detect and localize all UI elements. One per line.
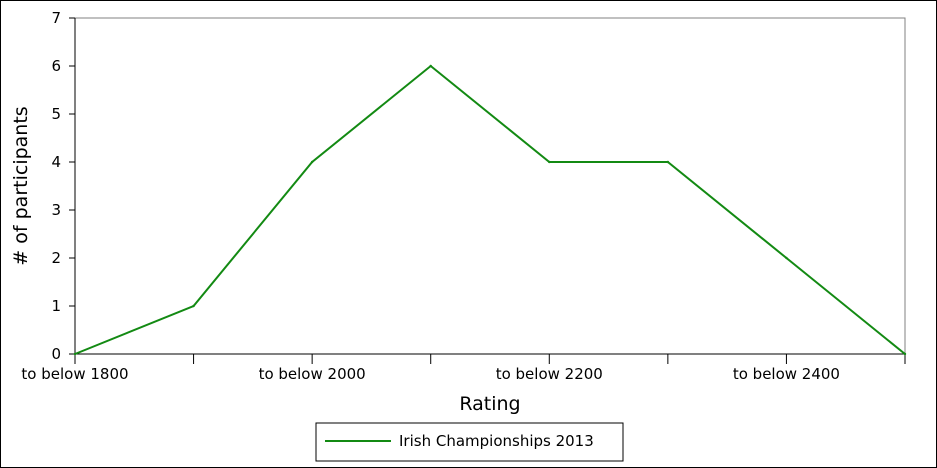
data-point — [666, 160, 670, 164]
y-tick-label: 4 — [51, 153, 61, 171]
y-tick-label: 3 — [51, 201, 61, 219]
y-tick-label: 6 — [51, 57, 61, 75]
series-line — [74, 64, 906, 355]
y-tick-label: 2 — [51, 249, 61, 267]
plot-frame — [74, 17, 906, 355]
legend: Irish Championships 2013 — [315, 422, 624, 462]
data-point — [429, 64, 432, 68]
y-tick-label: 7 — [51, 9, 61, 27]
x-tick-label: to below 2000 — [259, 365, 366, 383]
data-point — [73, 352, 77, 356]
data-point — [310, 160, 314, 164]
y-axis-ticks: 0 1 2 3 4 5 6 7 — [51, 9, 75, 363]
y-tick-label: 1 — [51, 297, 61, 315]
data-point — [192, 304, 195, 308]
legend-box — [315, 422, 624, 462]
x-axis-ticks: to below 1800 to below 2000 to below 2200 t… — [21, 354, 906, 383]
legend-label: Irish Championships 2013 — [399, 432, 594, 450]
data-point — [548, 160, 551, 164]
series-layer — [73, 64, 907, 356]
y-axis-title: # of participants — [10, 106, 32, 265]
y-tick-label: 0 — [51, 345, 61, 363]
data-point — [785, 256, 788, 260]
x-tick-label: to below 1800 — [21, 365, 128, 383]
x-tick-label: to below 2200 — [496, 365, 603, 383]
x-axis-title: Rating — [459, 393, 520, 415]
y-tick-label: 5 — [51, 105, 61, 123]
x-tick-label: to below 2400 — [733, 365, 840, 383]
data-point — [903, 352, 907, 356]
